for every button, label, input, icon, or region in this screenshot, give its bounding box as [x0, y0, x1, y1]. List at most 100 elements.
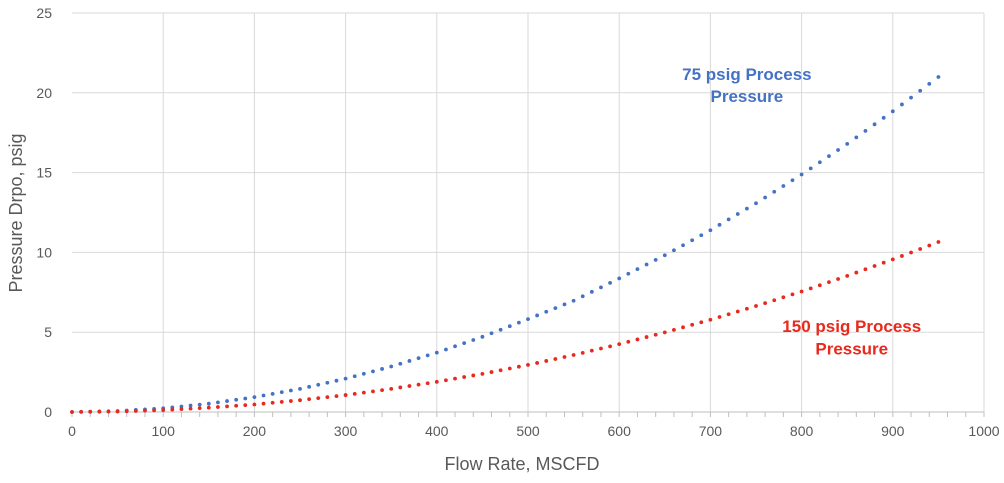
data-point — [881, 115, 886, 120]
data-point — [900, 102, 904, 107]
data-point — [416, 382, 421, 387]
data-point — [918, 88, 923, 93]
data-point — [170, 407, 175, 412]
data-point — [179, 407, 184, 412]
data-point — [699, 233, 704, 238]
data-point — [361, 390, 366, 395]
x-tick-label: 700 — [699, 423, 723, 439]
data-point — [553, 357, 558, 361]
data-point — [662, 253, 667, 258]
data-point — [872, 264, 877, 268]
data-point — [279, 400, 284, 404]
data-point — [398, 361, 403, 366]
data-point — [717, 222, 722, 227]
data-point — [489, 370, 494, 374]
data-point — [589, 348, 594, 353]
data-point — [143, 408, 147, 413]
data-point — [507, 366, 512, 371]
data-point — [453, 344, 457, 349]
y-tick-label: 5 — [44, 324, 52, 340]
data-point — [735, 309, 740, 314]
data-point — [371, 389, 375, 394]
data-point — [717, 315, 722, 319]
data-point — [544, 359, 549, 363]
data-point — [635, 337, 640, 342]
data-point — [133, 409, 138, 413]
data-point — [863, 267, 868, 272]
data-point — [580, 294, 585, 299]
data-point — [425, 353, 430, 358]
data-series — [70, 75, 941, 414]
data-point — [206, 401, 211, 406]
data-point — [507, 324, 512, 329]
data-point — [754, 304, 758, 308]
data-point — [124, 409, 129, 414]
y-tick-label: 15 — [36, 165, 52, 181]
data-point — [526, 317, 530, 322]
data-point — [298, 386, 302, 391]
data-point — [261, 393, 266, 398]
data-point — [361, 371, 366, 376]
data-point — [790, 178, 795, 183]
data-point — [252, 402, 257, 407]
data-point — [681, 325, 685, 330]
data-point — [708, 228, 713, 233]
data-point — [425, 381, 430, 386]
annotation-line: Pressure — [710, 87, 783, 106]
data-point — [781, 184, 786, 188]
data-point — [708, 317, 713, 322]
data-point — [380, 388, 384, 393]
y-tick-labels: 0 5 10 15 20 25 — [36, 5, 52, 420]
data-point — [334, 378, 339, 383]
data-point — [471, 338, 476, 342]
data-point — [863, 128, 868, 133]
data-point — [398, 385, 403, 390]
data-point — [70, 410, 74, 414]
data-point — [407, 384, 412, 388]
data-point — [234, 403, 239, 408]
data-point — [653, 258, 658, 262]
data-point — [471, 373, 476, 378]
data-point — [480, 371, 485, 376]
x-tick-label: 400 — [425, 423, 449, 439]
x-tick-label: 0 — [68, 423, 76, 439]
data-point — [644, 262, 649, 267]
y-tick-label: 25 — [36, 5, 52, 21]
data-point — [617, 342, 622, 347]
data-point — [872, 122, 877, 127]
data-point — [97, 409, 102, 414]
data-point — [106, 409, 111, 414]
x-tick-label: 800 — [790, 423, 814, 439]
series-annotation-2: 150 psig Process Pressure — [782, 317, 921, 358]
data-point — [352, 391, 357, 396]
data-point — [580, 350, 585, 355]
x-tick-label: 100 — [152, 423, 176, 439]
data-point — [88, 409, 93, 414]
data-point — [790, 292, 795, 297]
data-point — [799, 289, 804, 294]
x-tick-label: 900 — [881, 423, 905, 439]
data-point — [836, 148, 840, 152]
data-point — [808, 286, 813, 291]
data-point — [535, 313, 540, 318]
data-point — [644, 335, 649, 339]
data-point — [197, 406, 202, 411]
data-point — [544, 309, 549, 314]
data-point — [909, 250, 913, 255]
data-point — [325, 380, 330, 385]
annotation-line: 150 psig Process — [782, 317, 921, 336]
data-point — [371, 369, 375, 374]
data-point — [726, 217, 731, 222]
series-1 — [70, 75, 941, 414]
data-point — [307, 397, 312, 402]
data-point — [690, 238, 695, 243]
data-point — [325, 395, 330, 400]
data-point — [936, 240, 941, 244]
data-point — [836, 277, 840, 281]
data-point — [744, 206, 749, 211]
data-point — [261, 401, 266, 406]
data-point — [599, 346, 603, 351]
annotation-line: Pressure — [815, 339, 888, 358]
data-point — [827, 154, 831, 159]
data-point — [571, 353, 576, 357]
